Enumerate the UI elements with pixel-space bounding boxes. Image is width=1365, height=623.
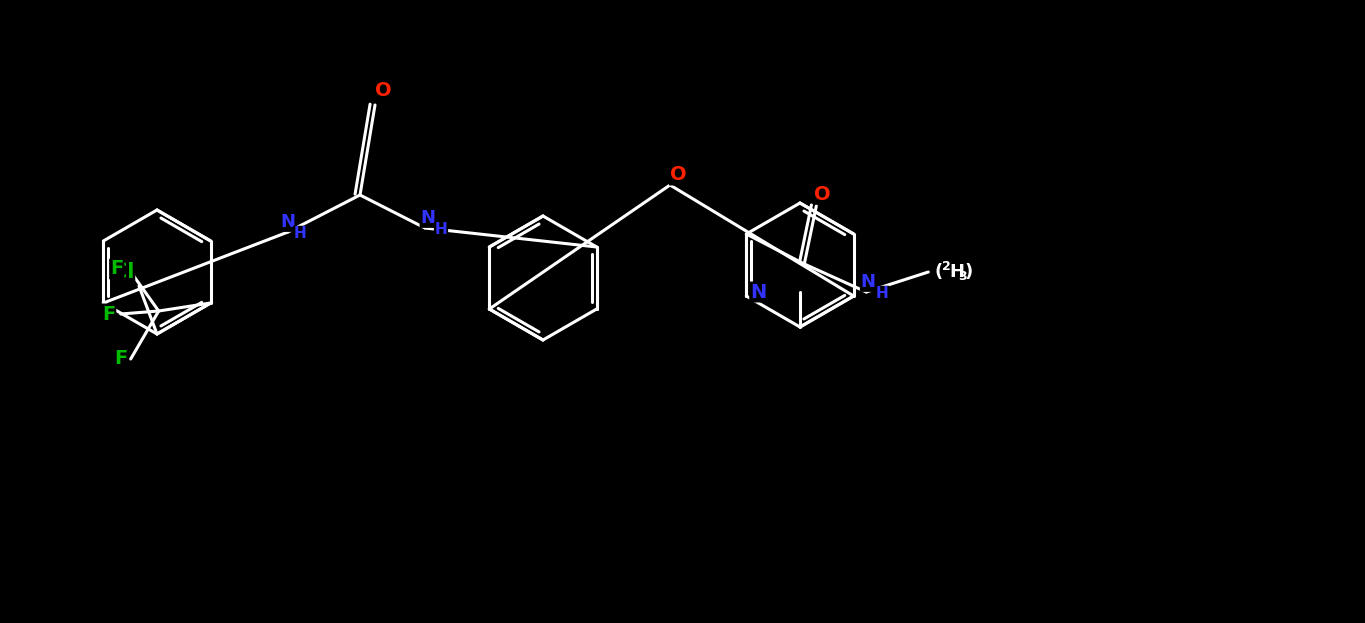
Text: N: N: [420, 209, 435, 227]
Text: Cl: Cl: [112, 262, 134, 282]
Text: O: O: [814, 184, 831, 204]
Text: N: N: [280, 213, 295, 231]
Text: N: N: [861, 273, 876, 291]
Text: H: H: [876, 287, 889, 302]
Text: (: (: [934, 263, 943, 281]
Text: F: F: [111, 260, 123, 278]
Text: F: F: [102, 305, 115, 323]
Text: 2: 2: [942, 260, 951, 273]
Text: 3: 3: [958, 270, 966, 282]
Text: ): ): [964, 263, 972, 281]
Text: F: F: [115, 350, 127, 368]
Text: H: H: [949, 263, 964, 281]
Text: H: H: [434, 222, 448, 237]
Text: O: O: [670, 166, 687, 184]
Text: N: N: [751, 282, 766, 302]
Text: H: H: [293, 227, 306, 242]
Text: O: O: [374, 82, 392, 100]
